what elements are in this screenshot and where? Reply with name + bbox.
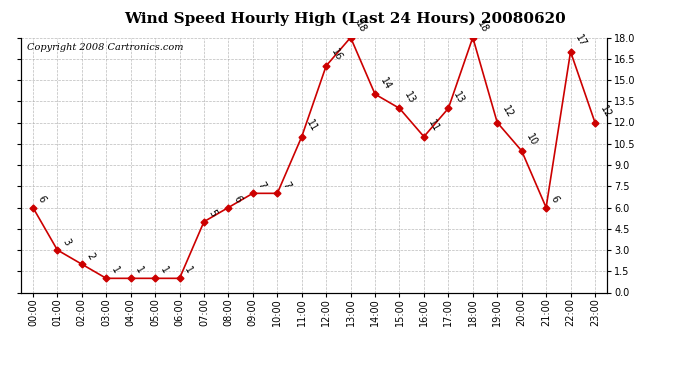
Text: 11: 11 (304, 118, 319, 134)
Text: Wind Speed Hourly High (Last 24 Hours) 20080620: Wind Speed Hourly High (Last 24 Hours) 2… (124, 11, 566, 26)
Text: Copyright 2008 Cartronics.com: Copyright 2008 Cartronics.com (26, 43, 183, 52)
Text: 18: 18 (475, 19, 491, 35)
Text: 1: 1 (133, 265, 145, 276)
Text: 12: 12 (500, 104, 515, 120)
Text: 6: 6 (549, 194, 560, 205)
Text: 6: 6 (231, 194, 243, 205)
Text: 11: 11 (426, 118, 442, 134)
Text: 10: 10 (524, 132, 539, 148)
Text: 13: 13 (451, 90, 466, 105)
Text: 5: 5 (207, 209, 219, 219)
Text: 16: 16 (329, 48, 344, 63)
Text: 3: 3 (60, 237, 72, 247)
Text: 7: 7 (280, 180, 292, 190)
Text: 14: 14 (378, 76, 393, 92)
Text: 12: 12 (598, 104, 613, 120)
Text: 1: 1 (109, 265, 121, 276)
Text: 13: 13 (402, 90, 417, 105)
Text: 18: 18 (353, 19, 368, 35)
Text: 2: 2 (85, 251, 97, 261)
Text: 1: 1 (158, 265, 170, 276)
Text: 1: 1 (182, 265, 194, 276)
Text: 17: 17 (573, 33, 588, 49)
Text: 6: 6 (36, 194, 48, 205)
Text: 7: 7 (255, 180, 268, 190)
